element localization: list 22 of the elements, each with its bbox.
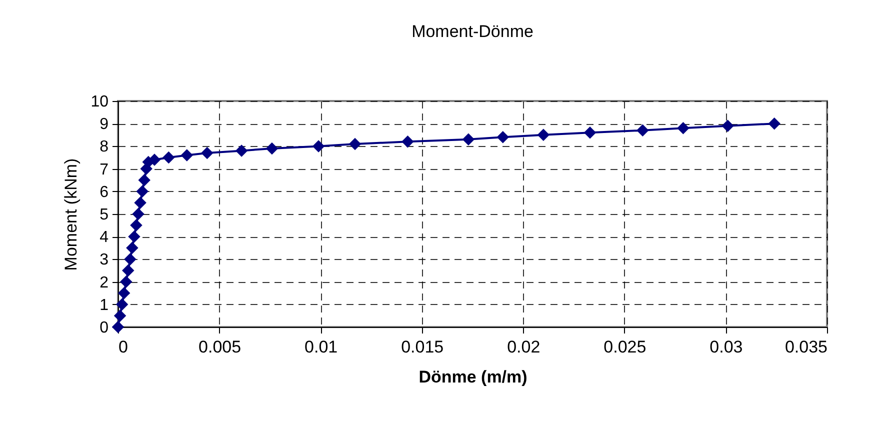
y-tick-label: 6 (100, 184, 109, 201)
y-tick-label: 5 (100, 206, 109, 224)
x-tick-label: 0.025 (604, 338, 646, 356)
y-tick-label: 9 (100, 116, 109, 134)
y-tick-label: 2 (100, 274, 109, 292)
x-tick-label: 0.005 (198, 338, 242, 356)
x-tick-label: 0.03 (710, 338, 743, 356)
y-axis-title: Moment (kNm) (62, 158, 81, 271)
y-tick-label: 1 (100, 296, 109, 314)
chart-title: Moment-Dönme (412, 22, 534, 41)
y-tick-label: 7 (100, 161, 109, 178)
y-tick-label: 10 (90, 94, 109, 110)
y-tick-label: 3 (100, 252, 109, 269)
x-tick-label: 0 (118, 338, 128, 356)
x-axis-title: Dönme (m/m) (418, 368, 528, 386)
x-tick-label: 0.035 (784, 338, 828, 356)
y-tick-label: 0 (100, 320, 109, 336)
x-tick-label: 0.02 (507, 338, 540, 356)
x-tick-label: 0.015 (401, 338, 444, 356)
y-tick-label: 4 (100, 229, 109, 246)
x-tick-label: 0.01 (304, 338, 338, 356)
y-tick-label: 8 (100, 138, 109, 156)
